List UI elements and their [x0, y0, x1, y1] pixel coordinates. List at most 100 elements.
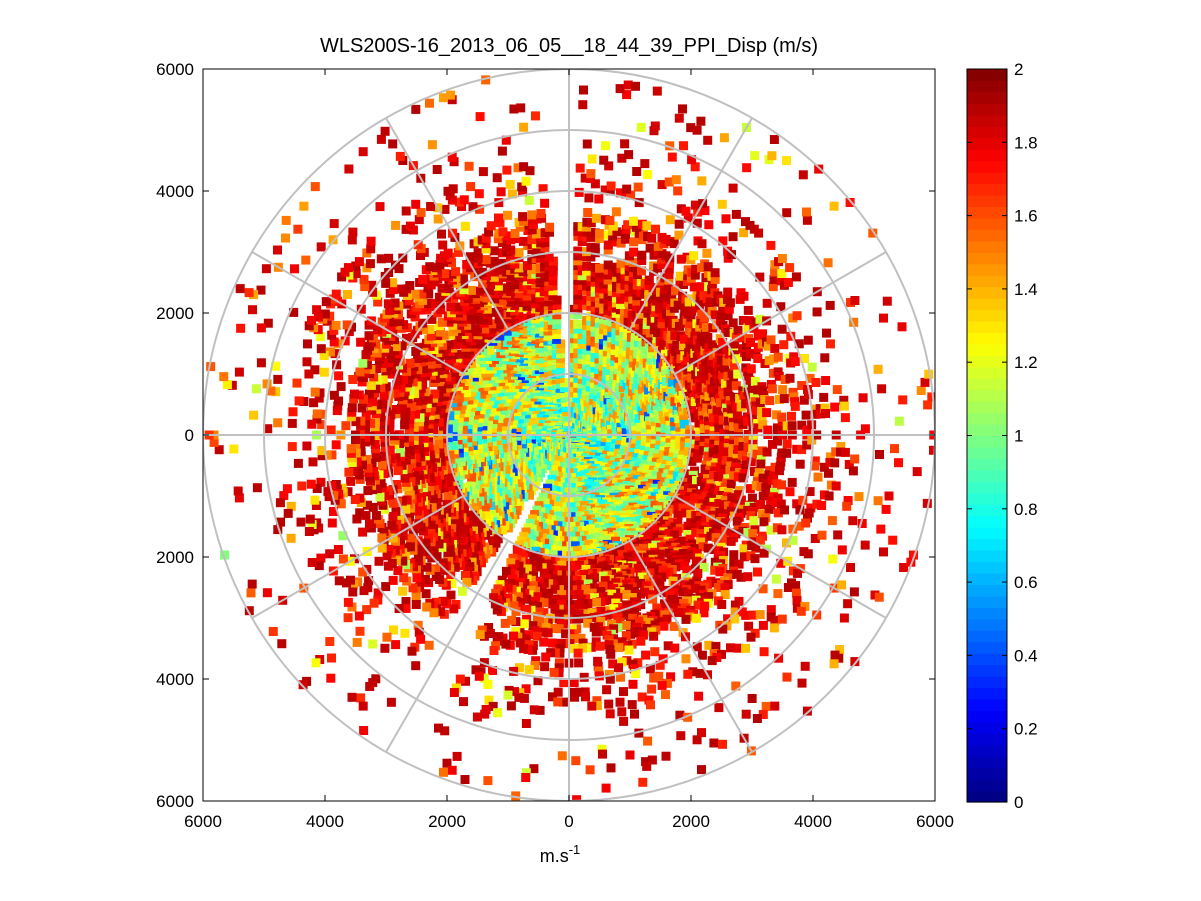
data-cell — [713, 583, 723, 592]
data-cell — [706, 357, 716, 367]
data-cell — [659, 588, 669, 598]
data-cell — [691, 613, 701, 623]
data-cell — [484, 227, 494, 237]
data-cell — [410, 289, 420, 299]
data-cell — [490, 599, 500, 609]
data-cell — [765, 396, 775, 406]
data-cell — [554, 614, 564, 624]
data-cell — [395, 544, 405, 554]
data-cell — [405, 512, 414, 522]
data-cell — [535, 278, 545, 288]
data-cell — [762, 408, 772, 418]
data-cell — [616, 300, 625, 309]
data-cell — [775, 466, 784, 476]
data-cell — [402, 333, 411, 343]
data-cell — [743, 416, 753, 426]
data-cell — [387, 520, 397, 530]
data-cell — [535, 617, 544, 627]
data-cell — [374, 470, 384, 480]
data-cell — [475, 630, 485, 639]
data-cell — [388, 533, 398, 543]
data-cell — [775, 394, 784, 404]
data-cell — [704, 526, 713, 536]
data-cell — [346, 444, 356, 454]
data-cell — [350, 495, 360, 504]
data-cell — [510, 234, 520, 244]
data-cell — [738, 333, 747, 343]
data-cell — [395, 284, 405, 294]
data-cell — [621, 610, 631, 620]
data-cell — [687, 474, 697, 484]
data-cell — [386, 454, 396, 464]
data-cell — [421, 538, 431, 548]
data-cell — [489, 272, 499, 282]
data-cell — [684, 447, 694, 457]
data-cell — [726, 528, 736, 538]
data-cell — [358, 460, 367, 470]
data-cell — [522, 291, 532, 301]
data-cell — [362, 455, 372, 464]
data-cell — [372, 348, 382, 358]
data-cell — [530, 661, 540, 670]
data-cell — [701, 491, 711, 501]
data-cell — [464, 311, 474, 321]
data-cell — [649, 631, 659, 641]
data-cell — [404, 432, 414, 442]
data-cell — [577, 339, 587, 349]
data-cell — [715, 463, 725, 473]
data-cell — [709, 471, 718, 480]
data-cell — [540, 662, 550, 672]
data-cell — [425, 450, 435, 460]
data-cell — [470, 506, 480, 515]
data-cell — [715, 567, 725, 577]
data-cell — [459, 285, 469, 295]
data-cell — [548, 550, 558, 560]
data-cell — [401, 504, 411, 514]
data-cell — [481, 511, 491, 521]
data-cell — [596, 616, 606, 626]
data-cell — [756, 482, 766, 492]
data-cell — [363, 463, 373, 473]
data-cell — [528, 220, 538, 229]
data-cell — [573, 324, 583, 334]
data-cell — [638, 630, 648, 640]
data-cell — [583, 589, 593, 599]
data-cell — [362, 500, 372, 510]
data-cell — [593, 661, 603, 671]
data-cell — [385, 445, 395, 455]
data-cell — [632, 296, 642, 306]
data-cell — [582, 266, 591, 276]
data-cell — [698, 375, 708, 385]
data-cell — [402, 517, 412, 527]
data-cell — [739, 552, 749, 562]
data-cell — [351, 448, 361, 458]
data-cell — [774, 371, 784, 381]
data-cell — [446, 571, 456, 581]
data-cell — [699, 562, 709, 572]
data-cell — [426, 520, 436, 530]
data-cell — [581, 614, 590, 623]
data-cell — [723, 287, 733, 297]
data-cell — [429, 444, 439, 454]
data-cell — [405, 281, 415, 290]
data-cell — [693, 453, 702, 463]
data-cell — [406, 558, 416, 568]
data-cell — [539, 568, 549, 578]
data-cell — [760, 395, 770, 404]
data-cell — [458, 273, 468, 283]
data-cell — [434, 439, 444, 449]
data-cell — [435, 327, 445, 337]
data-cell — [413, 552, 423, 562]
data-cell — [489, 256, 499, 266]
data-cell — [669, 621, 679, 631]
data-cell — [450, 562, 460, 572]
data-cell — [574, 609, 584, 619]
data-cell — [650, 500, 660, 510]
data-cell — [773, 508, 783, 518]
data-cell — [467, 285, 476, 295]
data-cell — [795, 459, 805, 469]
data-cell — [574, 658, 584, 668]
data-cell — [485, 629, 495, 638]
data-cell — [736, 572, 746, 582]
data-cell — [356, 337, 366, 347]
